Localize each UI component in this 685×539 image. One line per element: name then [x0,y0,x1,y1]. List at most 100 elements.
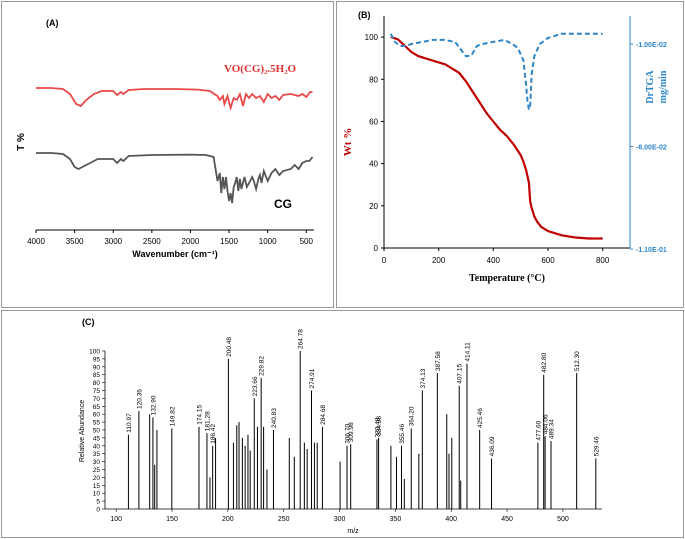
y-tick-label: 80 [93,380,101,387]
peak-label: 387.58 [435,351,442,371]
y-tick-label: 0 [96,507,100,514]
x-tick-label: 300 [334,516,346,523]
peak-label: 364.20 [409,406,416,426]
y-axis-title: T % [16,133,27,151]
peak-label: 407.15 [457,364,464,384]
peak-label: 264.78 [298,329,305,349]
peak-label: 110.97 [126,413,133,433]
y-tick-label: 95 [93,356,101,363]
peak-label: 334.98 [376,416,383,436]
x-tick-label: 350 [390,516,402,523]
y-tick-label: 100 [365,33,379,42]
x-tick-label: 3000 [104,237,122,246]
y2-tick-label: -1.10E-01 [636,247,667,254]
y-tick-label: 70 [93,396,101,403]
y-axis-title: Relative Abundance [79,400,86,462]
x-tick-label: 400 [445,516,457,523]
x-tick-label: 200 [432,256,446,265]
x-tick-label: 1500 [220,237,238,246]
x-tick-label: 1000 [259,237,277,246]
peak-label: 284.68 [320,405,327,425]
x-tick-label: 2000 [182,237,200,246]
y-tick-label: 60 [369,117,378,126]
peak-label: 120.36 [136,389,143,409]
y-tick-label: 20 [369,202,378,211]
peak-label: 174.15 [197,405,204,425]
mass-spectrum-chart: (C) 0510152025303540455055606570758085909… [79,317,602,535]
x-tick-label: 3500 [66,237,84,246]
peak-label: 482.80 [541,352,548,372]
peak-label: 355.46 [399,424,406,444]
y-axis-title: Wt % [342,128,354,156]
x-tick-label: 600 [541,256,555,265]
x-axis-title: Temperature (°C) [469,273,545,284]
x-tick-label: 500 [300,237,314,246]
peak-label: 274.91 [309,368,316,388]
tga-panel: (B) 0 20 40 60 80 100 0 200 400 600 800 -1.00E-02 -6.… [336,1,684,308]
y-tick-label: 30 [93,459,101,466]
series-label: CG [274,197,292,211]
peak-label: 333.48 [374,417,381,437]
x-tick-label: 2500 [143,237,161,246]
peak-label: 512.30 [574,351,581,371]
x-axis-title: m/z [347,528,359,535]
x-tick-label: 800 [596,256,610,265]
series-line [390,36,603,240]
x-tick-label: 100 [110,516,122,523]
peak-label: 414.11 [465,342,472,362]
peak-label: 484.06 [543,414,550,434]
series-label: VO(CG)₂.5H₂O [224,63,297,75]
y-tick-label: 40 [369,160,378,169]
y-tick-label: 100 [89,349,100,356]
x-tick-label: 4000 [27,237,45,246]
x-tick-label: 150 [166,516,178,523]
y-tick-label: 55 [93,420,101,427]
x-tick-label: 450 [501,516,513,523]
y-tick-label: 75 [93,388,101,395]
panel-label: (C) [82,317,95,327]
y-tick-label: 0 [374,244,379,253]
peak-label: 477.60 [535,420,542,440]
peak-label: 229.82 [259,356,266,376]
y2-axis-title-unit: mg/min [658,70,669,103]
y-tick-label: 90 [93,364,101,371]
peak-label: 425.46 [477,408,484,428]
ftir-chart: (A) 4000 3500 3000 2500 2000 1500 1000 500 Wavenu… [16,18,314,259]
series-line [36,87,313,112]
y-tick-label: 15 [93,483,101,490]
panel-label: (B) [358,10,371,20]
peak-label: 436.09 [489,436,496,456]
peak-label: 374.13 [420,368,427,388]
x-tick-label: 400 [487,256,501,265]
x-tick-label: 500 [557,516,569,523]
y2-tick-label: -6.00E-02 [636,145,667,152]
y-tick-label: 80 [369,75,378,84]
y-tick-label: 40 [93,443,101,450]
peak-label: 309.98 [348,422,355,442]
y-tick-label: 50 [93,428,101,435]
y-tick-label: 65 [93,404,101,411]
series-line [36,152,314,204]
x-tick-label: 200 [222,516,234,523]
mass-spectrum-panel: (C) 0 5 10 15 20 25 30 35 40 45 50 55 60 65 70 75 80 85 90 9… [1,310,684,538]
peak-label: 186.42 [210,424,217,444]
series-line [389,32,603,110]
x-axis-title: Wavenumber (cm⁻¹) [132,249,217,259]
ftir-panel: (A) 4000 3500 3000 2500 2000 1500 1000 500 Wavenu… [1,1,334,308]
y-tick-label: 60 [93,412,101,419]
peak-label: 200.48 [226,337,233,357]
y-tick-label: 85 [93,372,101,379]
y-tick-label: 25 [93,467,101,474]
peak-label: 306.70 [345,424,352,444]
y-tick-label: 45 [93,435,101,442]
peak-label: 240.83 [271,408,278,428]
y-tick-label: 35 [93,451,101,458]
peak-label: 529.46 [593,436,600,456]
panel-label: (A) [46,18,59,28]
peak-label: 149.82 [169,406,176,426]
y2-axis-title: DrTGA [645,70,656,104]
y-tick-label: 20 [93,475,101,482]
peak-label: 181.28 [204,411,211,431]
y-tick-label: 10 [93,491,101,498]
y-tick-label: 5 [96,499,100,506]
